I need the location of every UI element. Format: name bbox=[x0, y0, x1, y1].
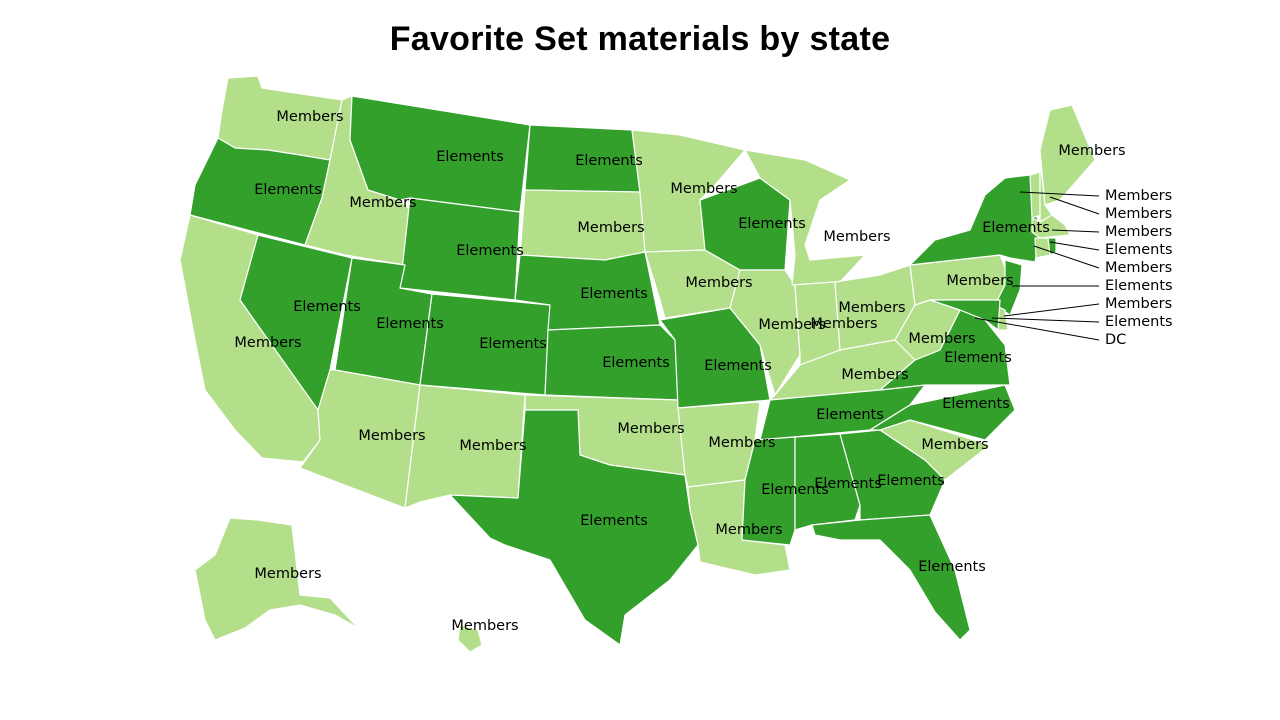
callout-leader-RI bbox=[1049, 241, 1100, 251]
callout-label-RI: Elements bbox=[1105, 242, 1173, 258]
state-label-PA: Members bbox=[946, 273, 1013, 289]
callout-label-NH: Members bbox=[1105, 206, 1172, 222]
state-label-IL: Members bbox=[758, 317, 825, 333]
state-label-KS: Elements bbox=[602, 355, 670, 371]
state-label-AK: Members bbox=[254, 566, 321, 582]
state-label-ID: Members bbox=[349, 195, 416, 211]
state-label-LA: Members bbox=[715, 522, 782, 538]
callout-leader-MA bbox=[1051, 229, 1100, 233]
callout-leader-CT bbox=[1033, 245, 1100, 269]
map-title: Favorite Set materials by state bbox=[389, 20, 891, 58]
callout-label-CT: Members bbox=[1105, 260, 1172, 276]
state-HI[interactable] bbox=[457, 624, 483, 653]
callout-leader-DE bbox=[1003, 303, 1100, 317]
state-label-MO: Elements bbox=[704, 358, 772, 374]
callout-leader-DC bbox=[974, 317, 1100, 341]
state-labels: MembersElementsMembersMembersElementsEle… bbox=[234, 109, 1125, 634]
state-label-AL: Elements bbox=[814, 476, 882, 492]
state-label-WI: Elements bbox=[738, 216, 806, 232]
state-label-NV: Elements bbox=[293, 299, 361, 315]
callout-leader-VT bbox=[1019, 191, 1100, 197]
callout-label-MD: Elements bbox=[1105, 314, 1173, 330]
state-label-NE: Elements bbox=[580, 286, 648, 302]
state-TX[interactable] bbox=[449, 409, 699, 646]
state-label-UT: Elements bbox=[376, 316, 444, 332]
callout-label-MA: Members bbox=[1105, 224, 1172, 240]
state-MD[interactable] bbox=[929, 299, 1001, 331]
state-label-VA: Elements bbox=[944, 350, 1012, 366]
state-VT[interactable] bbox=[1029, 171, 1041, 219]
state-AK[interactable] bbox=[194, 517, 359, 641]
state-label-NC: Elements bbox=[942, 396, 1010, 412]
state-IL[interactable] bbox=[729, 269, 801, 396]
callout-label-DE: Members bbox=[1105, 296, 1172, 312]
state-label-IA: Members bbox=[685, 275, 752, 291]
state-label-TX: Elements bbox=[580, 513, 648, 529]
callout-label-NJ: Elements bbox=[1105, 278, 1173, 294]
state-label-HI: Members bbox=[451, 618, 518, 634]
callout-labels: Members Members Members Elements Members Elem… bbox=[974, 188, 1173, 348]
state-label-AR: Members bbox=[708, 435, 775, 451]
callout-leader-NH bbox=[1049, 196, 1100, 215]
state-label-TN: Elements bbox=[816, 407, 884, 423]
state-label-WA: Members bbox=[276, 109, 343, 125]
state-label-KY: Members bbox=[841, 367, 908, 383]
state-MA[interactable] bbox=[1031, 214, 1071, 239]
state-label-MI: Members bbox=[823, 229, 890, 245]
state-label-GA: Elements bbox=[877, 473, 945, 489]
state-label-OK: Members bbox=[617, 421, 684, 437]
state-label-AZ: Members bbox=[358, 428, 425, 444]
state-label-WY: Elements bbox=[456, 243, 524, 259]
state-label-MN: Members bbox=[670, 181, 737, 197]
state-label-ME: Members bbox=[1058, 143, 1125, 159]
state-FL[interactable] bbox=[811, 514, 971, 641]
state-label-CA: Members bbox=[234, 335, 301, 351]
callout-label-DC: DC bbox=[1105, 332, 1126, 348]
state-label-WV: Members bbox=[908, 331, 975, 347]
state-label-SD: Members bbox=[577, 220, 644, 236]
state-label-SC: Members bbox=[921, 437, 988, 453]
state-label-IN: Members bbox=[810, 316, 877, 332]
state-label-CO: Elements bbox=[479, 336, 547, 352]
state-label-FL: Elements bbox=[918, 559, 986, 575]
state-label-ND: Elements bbox=[575, 153, 643, 169]
state-label-OH: Members bbox=[838, 300, 905, 316]
state-label-MS: Elements bbox=[761, 482, 829, 498]
state-shapes bbox=[179, 75, 1096, 653]
state-label-NY: Elements bbox=[982, 220, 1050, 236]
state-label-NM: Members bbox=[459, 438, 526, 454]
state-label-OR: Elements bbox=[254, 182, 322, 198]
callout-label-VT: Members bbox=[1105, 188, 1172, 204]
state-label-MT: Elements bbox=[436, 149, 504, 165]
state-MI[interactable] bbox=[744, 149, 866, 286]
callout-leader-MD bbox=[991, 317, 1100, 323]
state-NC[interactable] bbox=[869, 384, 1016, 441]
